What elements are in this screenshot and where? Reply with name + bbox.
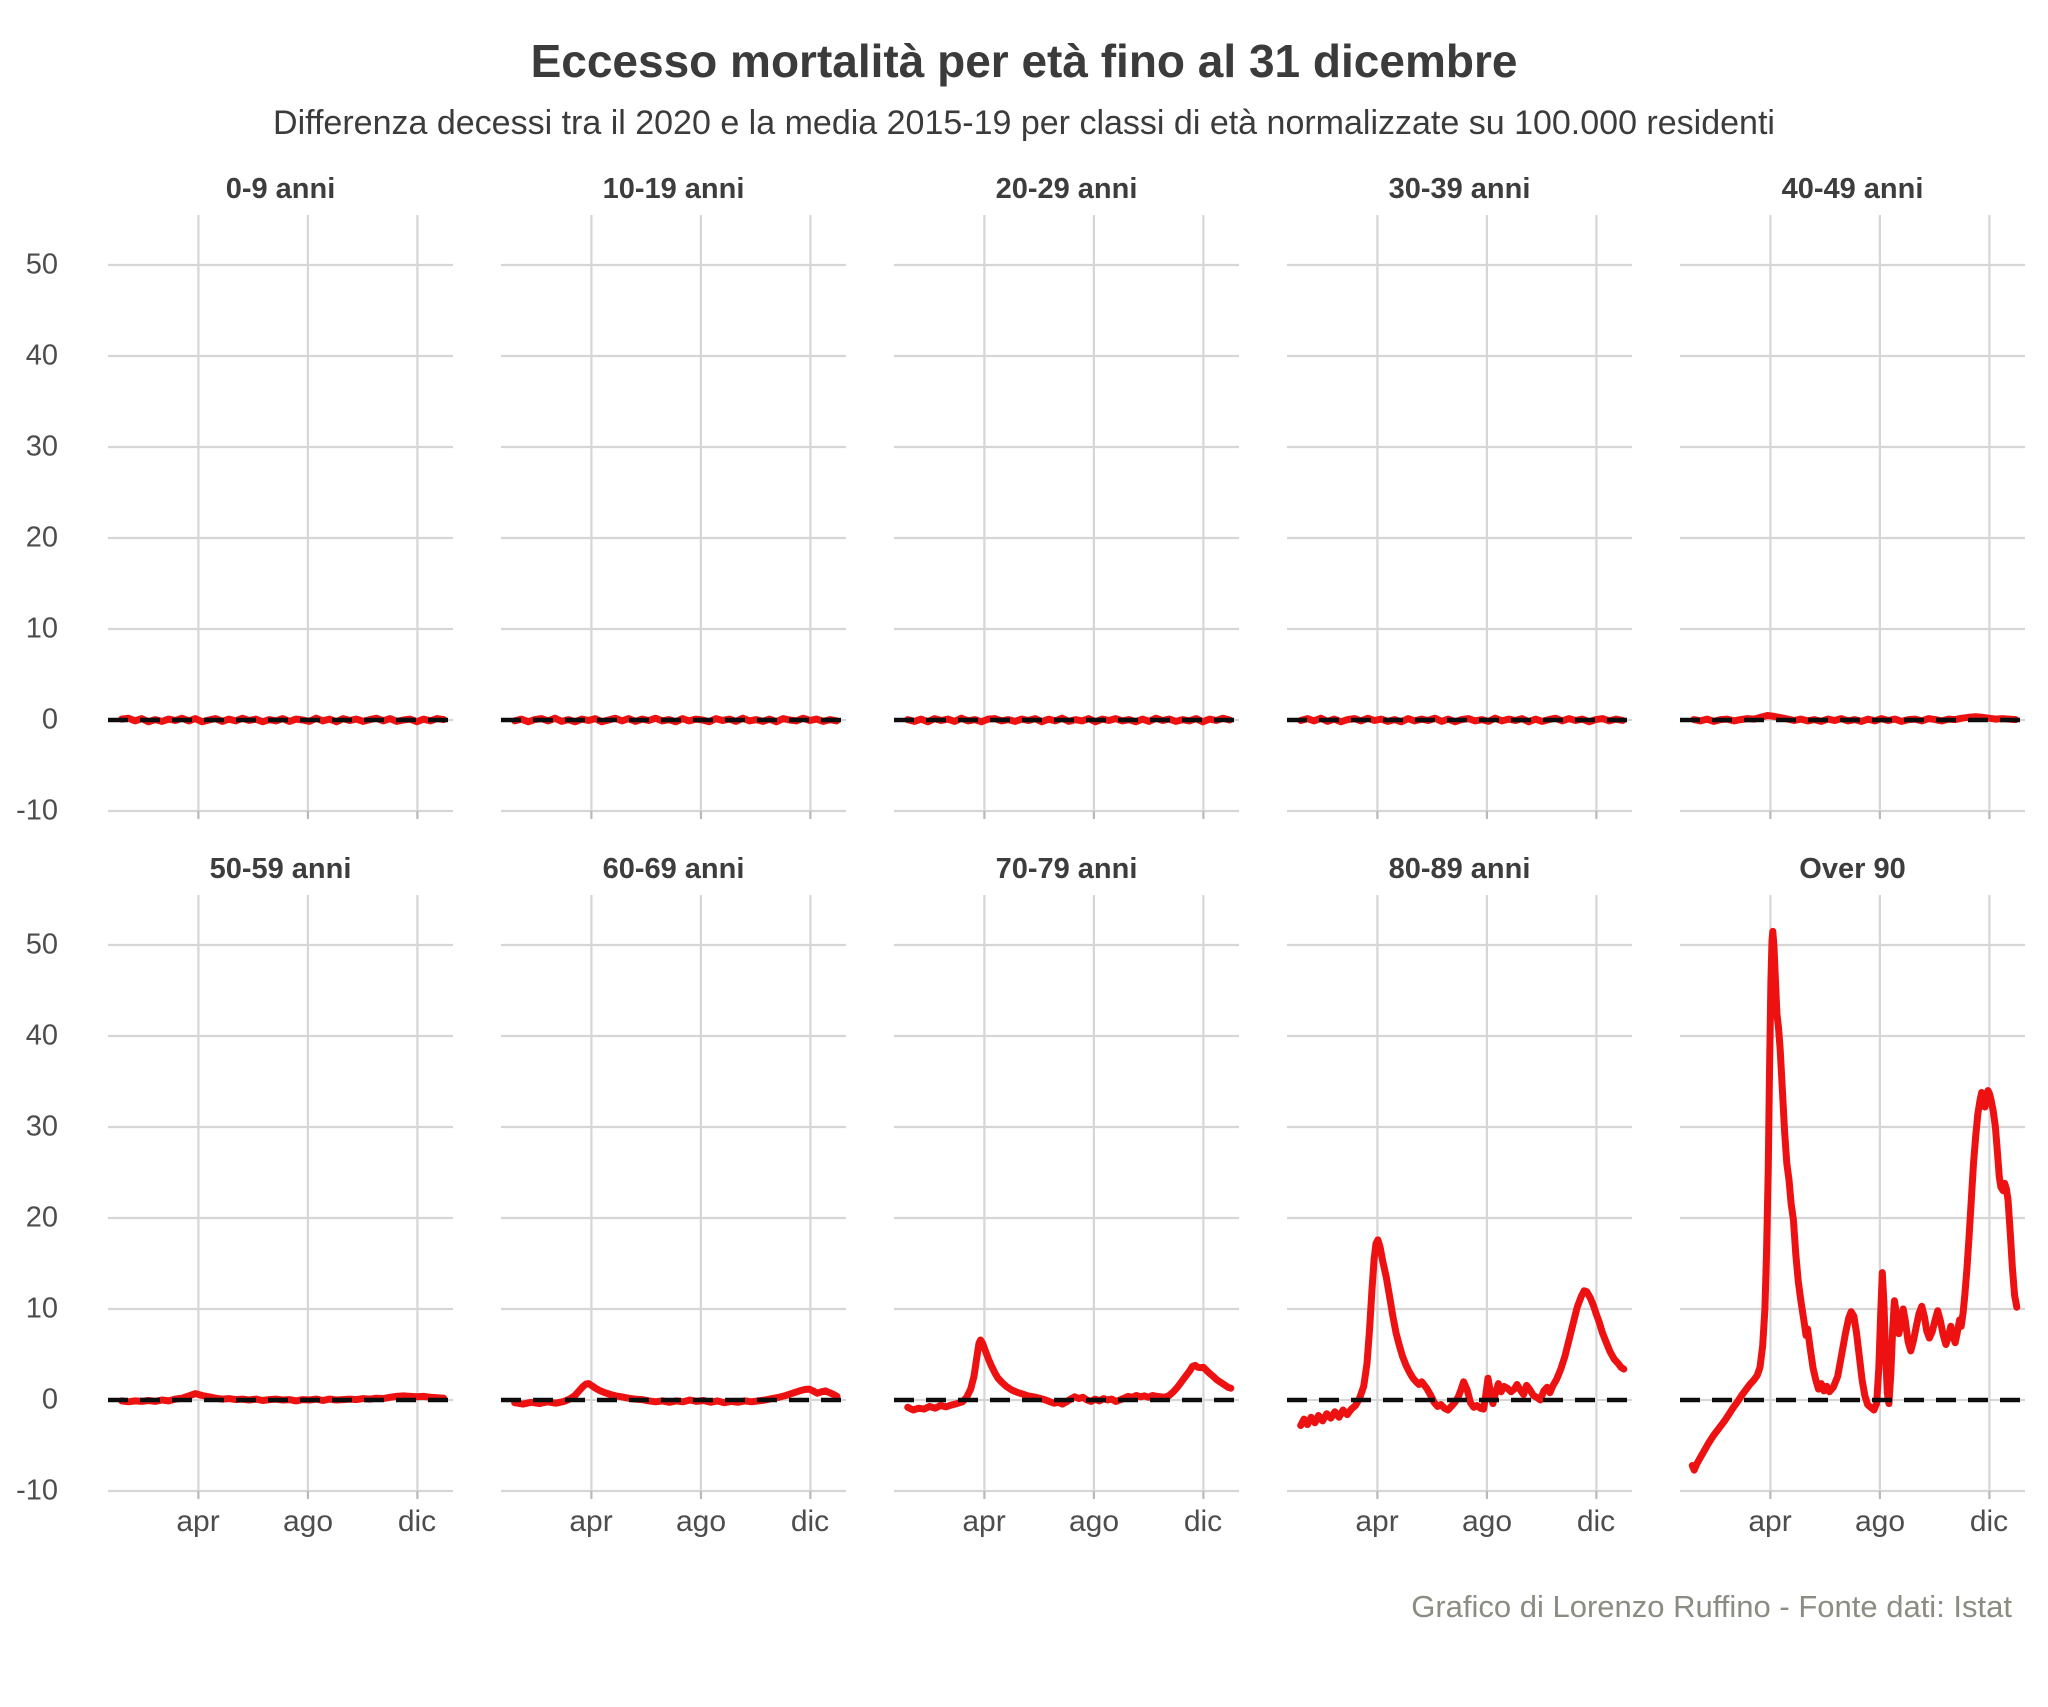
x-axis-labels: apr ago dic <box>1680 1499 2025 1547</box>
panel-plot <box>894 895 1239 1499</box>
y-axis-labels-row1: 50 40 30 20 10 0 -10 <box>8 215 60 827</box>
x-tick-label: dic <box>1576 1505 1616 1538</box>
x-tick-label: ago <box>1068 1505 1120 1538</box>
x-tick-label: apr <box>962 1505 1006 1538</box>
chart-header: Eccesso mortalità per età fino al 31 dic… <box>0 0 2048 143</box>
facet-panel-30-39: 30-39 anni <box>1287 171 1632 819</box>
panel-title: 60-69 anni <box>602 853 745 885</box>
y-tick-label: 40 <box>25 1019 58 1052</box>
chart-caption: Grafico di Lorenzo Ruffino - Fonte dati:… <box>1411 1589 2012 1624</box>
x-tick-label: ago <box>282 1505 334 1538</box>
x-tick-label: ago <box>1461 1505 1513 1538</box>
panel-title: 70-79 anni <box>995 853 1138 885</box>
x-tick-label: apr <box>569 1505 613 1538</box>
x-axis-labels: apr ago dic <box>1287 1499 1632 1547</box>
panel-plot <box>1287 215 1632 819</box>
panel-plot <box>108 215 453 819</box>
y-tick-label: 20 <box>25 1201 58 1234</box>
panel-title: 80-89 anni <box>1388 853 1531 885</box>
facet-panel-20-29: 20-29 anni <box>894 171 1239 819</box>
page-title: Eccesso mortalità per età fino al 31 dic… <box>530 35 1518 87</box>
x-tick-label: apr <box>1355 1505 1399 1538</box>
panel-plot <box>894 215 1239 819</box>
panel-plot <box>108 895 453 1499</box>
panel-plot <box>501 215 846 819</box>
y-tick-label: 30 <box>25 1110 58 1143</box>
panel-title: 0-9 anni <box>225 173 336 205</box>
facet-panel-60-69: 60-69 anni apr ago dic <box>501 851 846 1547</box>
y-tick-label: 0 <box>41 703 58 736</box>
y-tick-label: 10 <box>25 1292 58 1325</box>
y-tick-label: -10 <box>16 1474 58 1507</box>
panel-plot <box>501 895 846 1499</box>
panel-plot <box>1680 215 2025 819</box>
facet-panel-50-59: 50-59 anni apr ago dic <box>108 851 453 1547</box>
facet-panel-80-89: 80-89 anni apr ago dic <box>1287 851 1632 1547</box>
x-tick-label: dic <box>790 1505 830 1538</box>
x-tick-label: apr <box>176 1505 220 1538</box>
x-tick-label: ago <box>1854 1505 1906 1538</box>
facet-panel-10-19: 10-19 anni <box>501 171 846 819</box>
y-tick-label: 40 <box>25 339 58 372</box>
x-tick-label: dic <box>1969 1505 2009 1538</box>
y-tick-label: 0 <box>41 1383 58 1416</box>
x-tick-label: dic <box>1183 1505 1223 1538</box>
x-axis-labels: apr ago dic <box>501 1499 846 1547</box>
y-tick-label: 50 <box>25 928 58 961</box>
panel-title: Over 90 <box>1799 853 1906 885</box>
x-axis-labels: apr ago dic <box>108 1499 453 1547</box>
panel-plot <box>1287 895 1632 1499</box>
facet-panel-over-90: Over 90 apr ago dic <box>1680 851 2025 1547</box>
facet-row-2: 50 40 30 20 10 0 -10 50-59 anni apr ago … <box>8 851 2048 1547</box>
panel-title: 30-39 anni <box>1388 173 1531 205</box>
x-tick-label: dic <box>397 1505 437 1538</box>
facet-grid: 50 40 30 20 10 0 -10 0-9 anni 10-19 anni… <box>0 171 2048 1547</box>
panel-title: 20-29 anni <box>995 173 1138 205</box>
facet-panel-40-49: 40-49 anni <box>1680 171 2025 819</box>
y-axis-labels-row2: 50 40 30 20 10 0 -10 <box>8 895 60 1507</box>
facet-panel-70-79: 70-79 anni apr ago dic <box>894 851 1239 1547</box>
panel-title: 50-59 anni <box>209 853 352 885</box>
x-tick-label: ago <box>675 1505 727 1538</box>
y-tick-label: 50 <box>25 248 58 281</box>
panel-plot <box>1680 895 2025 1499</box>
y-tick-label: 10 <box>25 612 58 645</box>
panel-title: 10-19 anni <box>602 173 745 205</box>
page-subtitle: Differenza decessi tra il 2020 e la medi… <box>273 104 1775 142</box>
x-axis-labels: apr ago dic <box>894 1499 1239 1547</box>
x-tick-label: apr <box>1748 1505 1792 1538</box>
panel-title: 40-49 anni <box>1781 173 1924 205</box>
y-tick-label: 20 <box>25 521 58 554</box>
y-tick-label: 30 <box>25 430 58 463</box>
y-tick-label: -10 <box>16 794 58 827</box>
facet-panel-0-9: 0-9 anni <box>108 171 453 819</box>
facet-row-1: 50 40 30 20 10 0 -10 0-9 anni 10-19 anni… <box>8 171 2048 827</box>
